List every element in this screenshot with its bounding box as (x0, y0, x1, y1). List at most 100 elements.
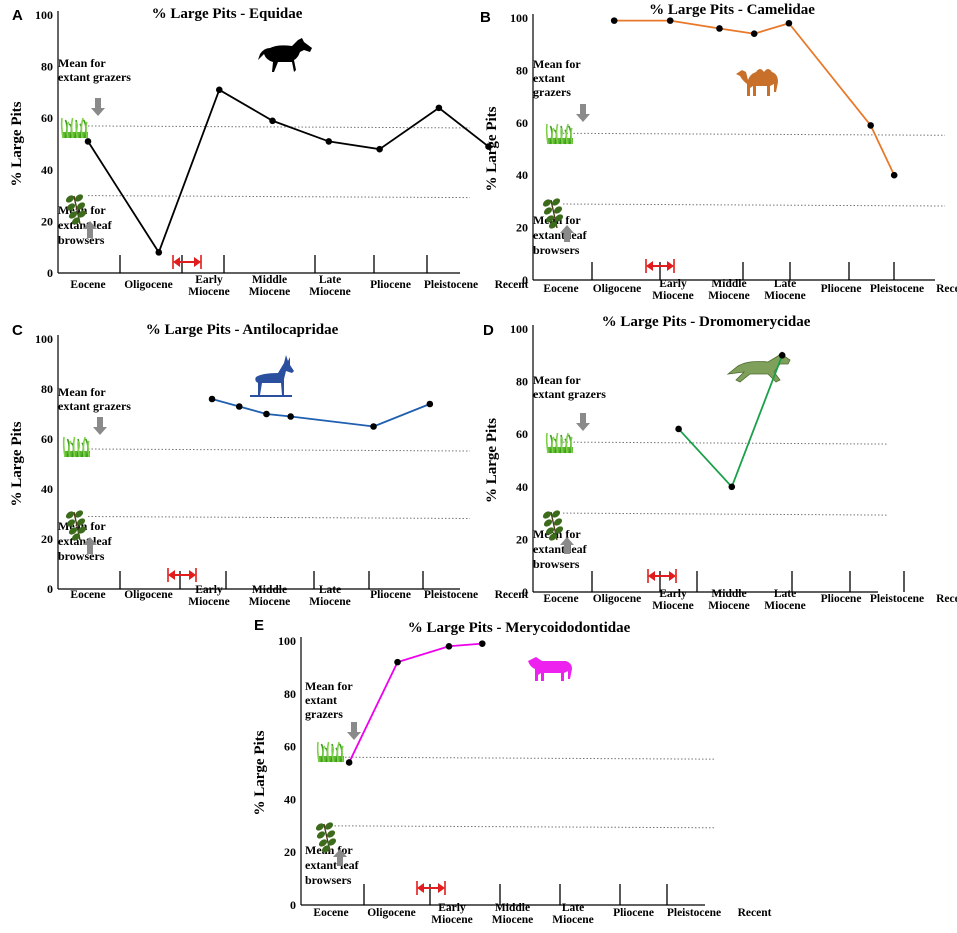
leaf (318, 839, 328, 847)
grass-blade (570, 436, 573, 454)
leaf (326, 830, 336, 838)
browser-arrow (83, 537, 97, 554)
x-tick-label-line: Miocene (764, 600, 806, 612)
data-point (485, 143, 492, 150)
x-tick-label-line: Miocene (652, 600, 694, 612)
data-point (345, 759, 353, 766)
data-point (716, 25, 723, 32)
panel-d: D % Large Pits - Dromomerycidae 0 20 40 60 80 1… (483, 314, 957, 612)
data-point (235, 403, 243, 410)
grazer-arrow (576, 413, 590, 431)
leaf (68, 527, 78, 535)
grazer-mean-line (562, 132, 946, 136)
grass-blade (336, 741, 340, 763)
y-tick-label: 0 (522, 585, 528, 599)
grass-blade (555, 123, 559, 145)
series-line (87, 88, 490, 255)
leaf (545, 527, 555, 535)
leaf (545, 215, 555, 223)
x-tick-label-line: Middle (495, 902, 530, 914)
grass-icon (316, 741, 344, 763)
chart-title: % Large Pits - Camelidae (649, 2, 815, 18)
leaf (554, 214, 564, 222)
x-tick-label: Eocene (313, 907, 348, 919)
grazer-annotation: Mean for (305, 679, 353, 693)
leaf (74, 194, 84, 202)
data-point (394, 658, 401, 666)
x-tick-label: Early Miocene (652, 278, 694, 302)
x-tick-label: Middle Miocene (708, 278, 750, 302)
arrow-head-left (646, 261, 653, 271)
x-tick-label: Late Miocene (764, 588, 806, 612)
y-tick-label: 0 (290, 898, 296, 912)
red-double-arrow (647, 569, 677, 583)
leaf (543, 207, 553, 215)
browser-arrow (560, 537, 574, 554)
oreodont-icon (528, 657, 572, 681)
series-line (677, 354, 784, 489)
browser-mean-line (330, 825, 716, 829)
browser-annotation: browsers (533, 557, 580, 571)
y-tick-label: 80 (41, 60, 53, 74)
browser-annotation: extant leaf (58, 218, 113, 232)
grass-blade (560, 436, 564, 454)
x-tick-label-line: Miocene (764, 290, 806, 302)
grass-icon (545, 432, 573, 454)
data-point (208, 395, 216, 403)
x-tick-label: Early Miocene (188, 584, 230, 608)
x-tick-label: Recent (936, 283, 957, 295)
x-tick-label-line: Miocene (652, 290, 694, 302)
arrow-head-left (173, 257, 180, 267)
y-tick-label: 20 (41, 532, 53, 546)
arrow-head-right (669, 571, 676, 581)
y-tick-label: 80 (516, 63, 528, 77)
y-tick-label: 20 (41, 214, 53, 228)
leaf (76, 518, 86, 526)
panel-c: C % Large Pits - Antilocapridae 0 20 40 60 80 1… (9, 322, 529, 608)
x-tick-label: Eocene (70, 589, 105, 601)
grazer-mean-line (330, 756, 716, 760)
browser-annotation: extant leaf (58, 534, 113, 548)
x-tick-label: Middle Miocene (249, 274, 291, 298)
arrow-head-right (667, 261, 674, 271)
grazer-annotation: extant grazers (58, 70, 131, 84)
data-point (867, 122, 874, 129)
grazer-mean-line (562, 441, 889, 445)
panel-label: C (12, 322, 23, 339)
y-tick-label: 100 (510, 322, 528, 336)
x-tick-label: Pliocene (370, 589, 411, 601)
y-tick-label: 80 (41, 382, 53, 396)
grass-blade (68, 440, 72, 458)
x-tick-label: Middle Miocene (708, 588, 750, 612)
data-point (155, 249, 163, 256)
leaf (548, 221, 558, 229)
x-tick-label-line: Early (195, 274, 223, 286)
leaf (543, 519, 553, 527)
x-tick-label-line: Miocene (249, 286, 291, 298)
chart-title: % Large Pits - Antilocapridae (146, 322, 339, 338)
grass-blade (82, 436, 86, 458)
grazer-mean-line (87, 125, 471, 129)
chart-title: % Large Pits - Dromomerycidae (602, 314, 811, 330)
grass-blade (545, 432, 549, 454)
x-tick-label-line: Miocene (708, 600, 750, 612)
y-tick-label: 20 (284, 845, 296, 859)
leaf (542, 199, 552, 207)
x-tick-label: Late Miocene (309, 584, 351, 608)
data-point (785, 19, 793, 27)
x-tick-label: Pliocene (613, 907, 654, 919)
y-tick-label: 100 (35, 332, 53, 346)
grazer-annotation: extant (305, 693, 337, 707)
data-point (478, 640, 486, 647)
grazer-annotation: Mean for (58, 385, 106, 399)
chart-title: % Large Pits - Merycoidodontidae (408, 620, 631, 636)
chart-title: % Large Pits - Equidae (152, 6, 303, 22)
arrow-head-right (194, 257, 201, 267)
leaf (65, 195, 75, 203)
leaf (71, 217, 81, 225)
y-axis-label: % Large Pits (484, 418, 500, 503)
grass-blade (551, 436, 555, 454)
x-tick-label: Pleistocene (424, 279, 478, 291)
leaf (66, 519, 76, 527)
ground (250, 395, 292, 397)
